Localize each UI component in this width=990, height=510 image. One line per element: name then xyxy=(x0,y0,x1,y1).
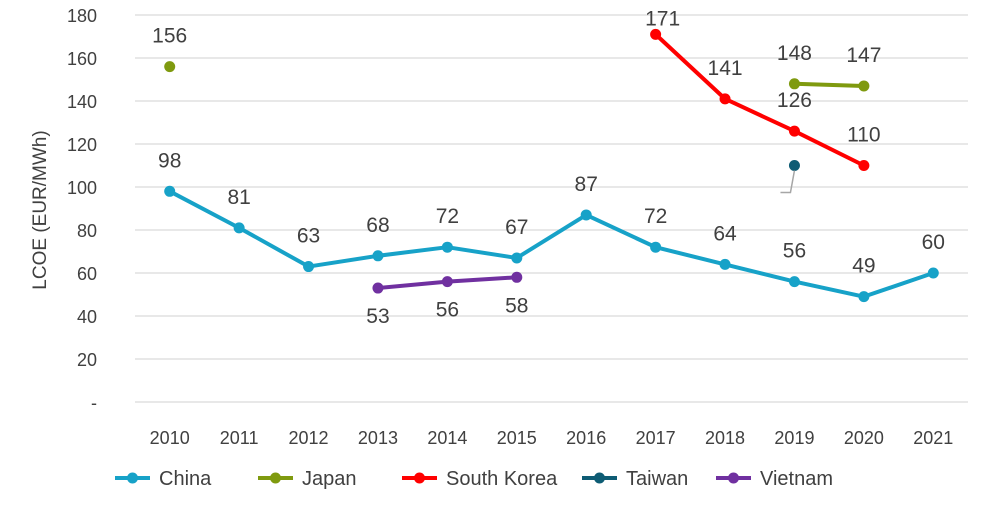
data-label: 72 xyxy=(644,205,667,228)
data-point xyxy=(372,250,384,262)
x-axis: 2010 2011 2012 2013 2014 2015 2016 2017 2018 2019… xyxy=(150,428,954,448)
data-point xyxy=(511,252,523,264)
y-tick-label: 120 xyxy=(67,135,97,155)
data-point xyxy=(788,276,800,288)
legend-label: Japan xyxy=(302,468,357,490)
data-label: 171 xyxy=(645,7,680,30)
data-point xyxy=(927,267,939,279)
x-tick-label: 2010 xyxy=(150,428,190,448)
legend-item: Vietnam xyxy=(716,468,833,490)
data-label: 63 xyxy=(297,225,320,248)
x-tick-label: 2015 xyxy=(497,428,537,448)
y-tick-label: 180 xyxy=(67,6,97,26)
data-label: 110 xyxy=(847,124,880,147)
legend: China Japan South Korea Taiwan Vietnam xyxy=(115,468,833,490)
x-tick-label: 2021 xyxy=(913,428,953,448)
data-point xyxy=(788,160,800,171)
data-label: 56 xyxy=(436,299,459,322)
series-line xyxy=(654,32,865,168)
data-label: 156 xyxy=(152,25,187,48)
y-tick-label: 160 xyxy=(67,49,97,69)
data-label: 147 xyxy=(846,44,881,67)
data-label: 87 xyxy=(575,173,598,196)
x-tick-label: 2013 xyxy=(358,428,398,448)
data-label: 60 xyxy=(922,231,945,254)
data-point xyxy=(650,28,662,40)
legend-label: South Korea xyxy=(446,468,558,490)
data-label: 58 xyxy=(505,294,528,317)
data-point xyxy=(858,160,870,171)
data-point xyxy=(511,271,523,283)
legend-label: Vietnam xyxy=(760,468,833,490)
x-tick-label: 2014 xyxy=(427,428,467,448)
x-tick-label: 2018 xyxy=(705,428,745,448)
data-point xyxy=(788,125,800,137)
series-south-korea: 171 141 126 110 xyxy=(645,7,881,171)
data-point xyxy=(858,80,870,92)
data-point xyxy=(788,78,800,90)
series-taiwan xyxy=(780,160,800,194)
data-label: 141 xyxy=(708,57,743,80)
legend-item: Japan xyxy=(258,468,357,490)
data-point xyxy=(372,282,384,294)
data-label: 49 xyxy=(852,255,875,278)
y-tick-label: 100 xyxy=(67,178,97,198)
y-axis: - 20 40 60 80 100 120 140 160 180 xyxy=(67,6,97,413)
legend-label: Taiwan xyxy=(626,468,688,490)
data-label: 68 xyxy=(366,214,389,237)
legend-marker xyxy=(270,472,281,484)
y-axis-title: LCOE (EUR/MWh) xyxy=(30,130,51,289)
data-point xyxy=(233,222,245,234)
data-point xyxy=(650,241,662,253)
x-tick-label: 2012 xyxy=(289,428,329,448)
x-tick-label: 2020 xyxy=(844,428,884,448)
data-point xyxy=(719,258,731,270)
legend-marker xyxy=(594,472,605,484)
y-tick-label: - xyxy=(91,393,97,413)
legend-marker xyxy=(414,472,425,484)
data-label: 53 xyxy=(366,305,389,328)
data-label: 67 xyxy=(505,216,528,239)
series-line xyxy=(794,81,864,88)
y-tick-label: 140 xyxy=(67,92,97,112)
series-line xyxy=(168,189,934,299)
y-tick-label: 60 xyxy=(77,264,97,284)
legend-item: China xyxy=(115,468,212,490)
data-point xyxy=(164,185,176,197)
data-point xyxy=(164,61,176,73)
data-point xyxy=(441,241,453,253)
legend-item: South Korea xyxy=(402,468,558,490)
gridlines xyxy=(135,14,968,403)
series-vietnam: 53 56 58 xyxy=(366,271,528,328)
data-label: 64 xyxy=(713,222,737,245)
y-tick-label: 20 xyxy=(77,350,97,370)
data-label: 126 xyxy=(777,89,812,112)
y-tick-label: 40 xyxy=(77,307,97,327)
series-japan: 156 148 147 xyxy=(152,25,881,92)
data-point xyxy=(580,209,592,221)
data-label: 98 xyxy=(158,149,181,172)
legend-label: China xyxy=(159,468,212,490)
legend-item: Taiwan xyxy=(582,468,688,490)
legend-marker xyxy=(127,472,138,484)
data-label: 148 xyxy=(777,42,812,65)
x-tick-label: 2017 xyxy=(636,428,676,448)
data-point xyxy=(858,291,870,303)
x-tick-label: 2011 xyxy=(220,428,259,448)
series-china: 98 81 63 68 72 67 87 72 64 56 49 60 xyxy=(158,149,945,303)
label-leader-line xyxy=(780,170,796,194)
data-point xyxy=(719,93,731,105)
x-tick-label: 2019 xyxy=(774,428,814,448)
data-label: 81 xyxy=(227,186,250,209)
legend-marker xyxy=(728,472,739,484)
data-point xyxy=(441,276,453,288)
data-label: 56 xyxy=(783,240,806,263)
x-tick-label: 2016 xyxy=(566,428,606,448)
data-point xyxy=(303,261,315,273)
data-label: 72 xyxy=(436,205,459,228)
y-tick-label: 80 xyxy=(77,221,97,241)
